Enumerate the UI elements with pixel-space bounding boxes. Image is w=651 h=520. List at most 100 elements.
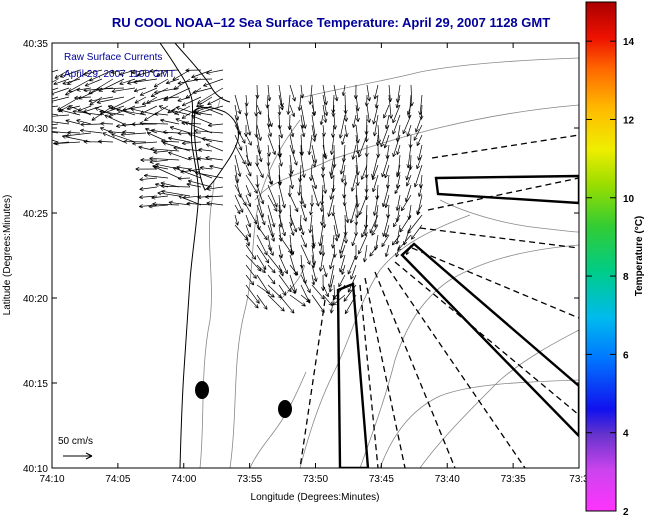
- current-vector: [167, 136, 191, 143]
- current-vector: [254, 94, 259, 117]
- current-vector: [139, 186, 158, 192]
- current-vector: [177, 96, 191, 102]
- current-vector: [143, 173, 169, 179]
- current-vector: [341, 84, 346, 97]
- outline-polygon: [434, 174, 579, 205]
- current-vector: [332, 114, 337, 130]
- x-tick-label: 74:05: [105, 474, 130, 485]
- current-vector: [381, 234, 390, 248]
- current-vector: [52, 121, 70, 125]
- current-vector: [74, 95, 92, 100]
- y-tick-label: 40:20: [23, 294, 48, 305]
- current-vector: [206, 201, 224, 206]
- current-vector: [383, 134, 390, 149]
- current-vector: [395, 244, 401, 258]
- current-vector: [161, 189, 191, 197]
- current-vector: [150, 147, 180, 152]
- current-vector: [80, 122, 103, 127]
- current-vector: [289, 144, 298, 166]
- current-vector: [52, 78, 59, 83]
- y-axis-label: Latitude (Degrees:Minutes): [2, 195, 13, 316]
- current-vector: [363, 214, 369, 236]
- current-vector: [186, 201, 213, 206]
- current-vector: [372, 114, 379, 137]
- current-vector: [371, 174, 379, 193]
- current-vector: [132, 141, 158, 146]
- current-vector: [300, 294, 311, 303]
- current-vector: [153, 150, 169, 155]
- current-vector: [139, 177, 158, 182]
- current-vector: [331, 104, 336, 117]
- current-vector: [329, 254, 335, 270]
- current-vector: [193, 128, 224, 134]
- current-vector: [110, 69, 125, 75]
- current-vector: [256, 294, 268, 310]
- current-vector: [65, 132, 92, 138]
- current-vector: [308, 84, 313, 105]
- current-vector: [328, 274, 335, 293]
- current-vector: [405, 174, 412, 187]
- current-vector: [373, 84, 379, 100]
- current-vector: [245, 264, 257, 279]
- current-vector: [148, 204, 169, 209]
- transect-line: [427, 177, 579, 211]
- current-vector: [267, 114, 273, 128]
- current-vector: [152, 202, 180, 207]
- current-vector: [289, 104, 296, 118]
- current-vector: [416, 154, 423, 170]
- x-axis: 74:10 74:05 74:00 73:55 73:50 73:45 73:40 73:35…: [39, 43, 589, 485]
- current-vector: [372, 104, 379, 125]
- current-vector: [245, 164, 252, 177]
- current-vector: [138, 145, 158, 152]
- current-vector: [267, 274, 276, 285]
- current-vector: [171, 109, 191, 116]
- y-tick-label: 40:15: [23, 379, 48, 390]
- current-vector: [184, 121, 213, 134]
- colorbar: [585, 1, 617, 512]
- current-vector: [245, 274, 255, 286]
- current-vector: [329, 134, 335, 155]
- current-vector: [400, 194, 412, 212]
- current-vector: [332, 294, 346, 306]
- current-vector: [278, 214, 287, 237]
- current-vector: [153, 166, 180, 179]
- transect-line: [364, 277, 406, 468]
- colorbar-ticks: 2 4 6 8 10 12 14: [586, 37, 635, 518]
- current-vector: [278, 264, 284, 277]
- current-vector: [267, 194, 278, 212]
- current-vector: [146, 132, 169, 143]
- current-vector: [131, 122, 158, 127]
- transect-lines: [299, 134, 579, 468]
- current-vector: [278, 154, 283, 167]
- current-vector: [399, 214, 412, 233]
- transect-line: [299, 299, 326, 468]
- current-vector: [278, 124, 284, 139]
- current-vector: [52, 87, 59, 91]
- current-vector: [97, 139, 114, 144]
- current-vector: [164, 95, 180, 101]
- current-vector: [349, 204, 357, 224]
- current-vector: [344, 204, 350, 224]
- current-vector: [256, 254, 267, 270]
- current-vector: [206, 186, 224, 191]
- current-vector: [322, 104, 328, 123]
- current-vector: [201, 136, 224, 143]
- y-tick-label: 40:10: [23, 464, 48, 475]
- station-marker: [195, 381, 209, 399]
- current-vector: [52, 113, 59, 116]
- depth-contour: [279, 264, 306, 301]
- current-vector: [256, 164, 264, 178]
- current-vector: [384, 164, 390, 179]
- current-vector: [100, 121, 114, 126]
- current-vector: [416, 134, 423, 147]
- current-vector: [156, 69, 169, 77]
- current-vector: [311, 294, 325, 313]
- current-vector: [347, 254, 357, 275]
- current-vector: [267, 224, 275, 242]
- current-vector: [173, 146, 202, 152]
- current-vector: [194, 171, 224, 179]
- current-vector: [267, 244, 274, 256]
- colorbar-tick-label: 4: [623, 429, 629, 440]
- current-vector: [133, 87, 147, 93]
- current-vector: [99, 109, 125, 116]
